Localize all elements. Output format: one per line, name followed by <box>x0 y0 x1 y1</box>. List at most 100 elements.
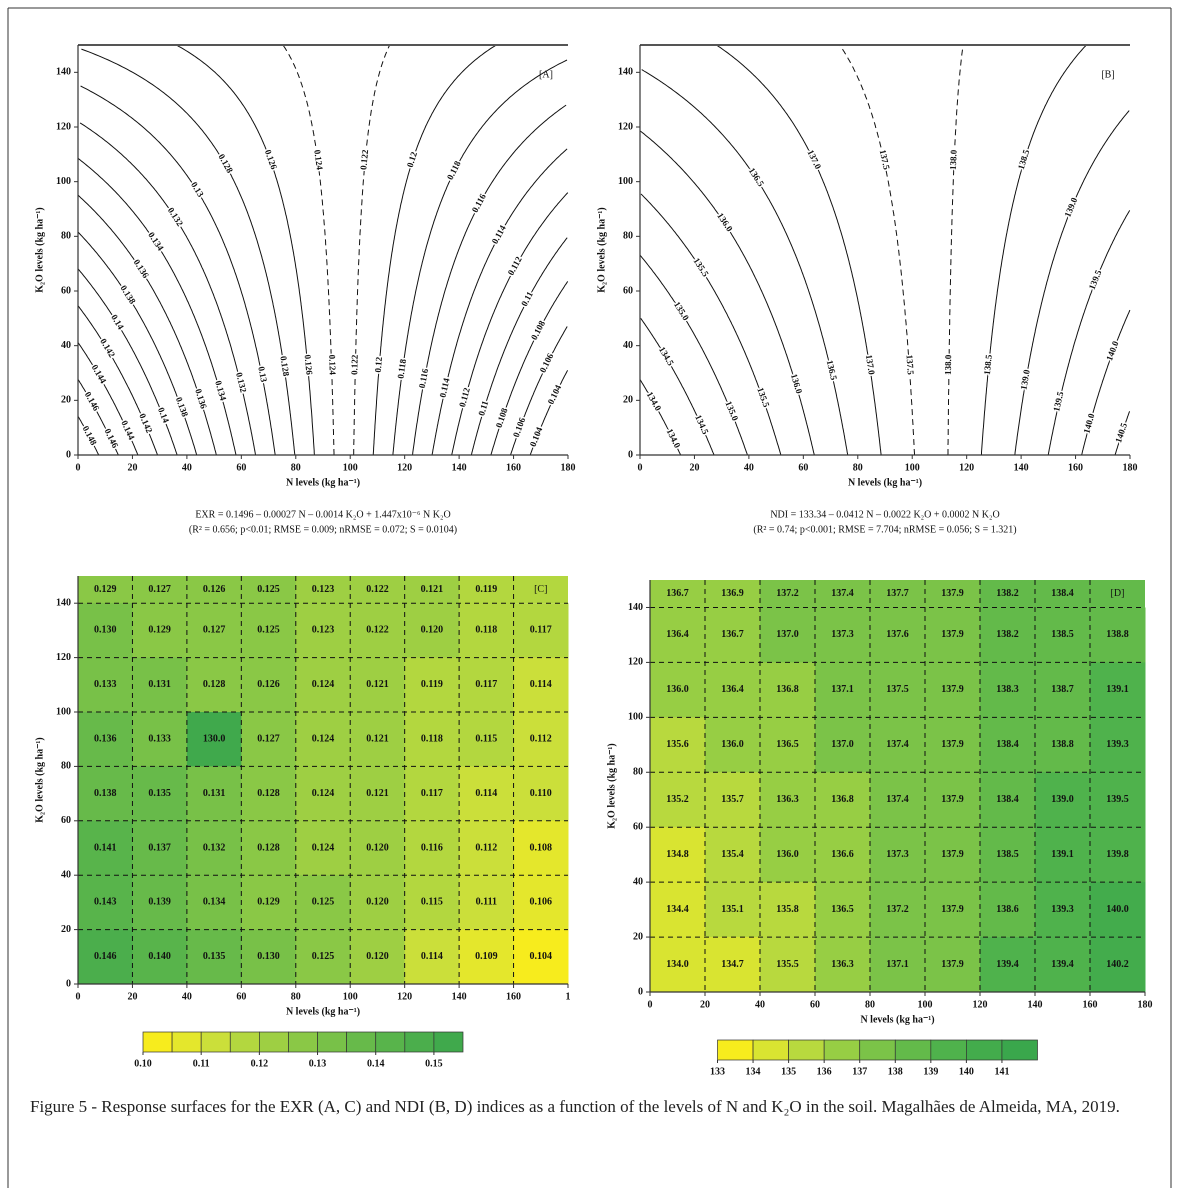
contour-label: 136.0 <box>715 211 735 234</box>
contour-label: 0.136 <box>193 388 209 411</box>
heat-cell <box>980 937 1036 993</box>
contour-label: 138.5 <box>982 354 994 376</box>
cell-value: 0.116 <box>421 842 443 853</box>
x-tick-label: 140 <box>1028 999 1043 1010</box>
cell-value: 0.127 <box>203 625 226 636</box>
x-tick-label: 100 <box>918 999 933 1010</box>
heat-cell <box>186 603 242 659</box>
heat-cell <box>78 603 133 659</box>
y-tick-label: 80 <box>623 231 633 242</box>
contour-label: 0.104 <box>528 425 545 448</box>
colorbar-box <box>788 1039 825 1061</box>
heat-cell <box>705 662 761 718</box>
y-tick-label: 100 <box>618 176 633 187</box>
heat-cell <box>186 929 242 985</box>
heat-cell <box>815 882 871 938</box>
cell-value: 136.4 <box>666 629 689 640</box>
heat-cell <box>705 772 761 828</box>
heat-cell <box>295 820 351 876</box>
caption: Figure 5 - Response surfaces for the EXR… <box>30 1097 1120 1116</box>
x-tick-label: 120 <box>397 462 412 473</box>
contour-label: 0.108 <box>529 318 547 341</box>
y-tick-label: 140 <box>56 597 71 608</box>
contour-label: 0.122 <box>349 354 360 375</box>
y-tick-label: 60 <box>61 285 71 296</box>
contour-label: 0.106 <box>511 416 528 439</box>
cell-value: 0.135 <box>203 951 226 962</box>
cell-value: 0.124 <box>312 733 335 744</box>
colorbar-label: 0.13 <box>309 1058 327 1069</box>
cell-value: 134.4 <box>666 904 689 915</box>
contour-line <box>451 192 569 456</box>
heat-cell <box>760 580 816 608</box>
cell-value: 0.128 <box>203 679 226 690</box>
heat-cell <box>870 662 926 718</box>
cell-value: 0.109 <box>475 951 498 962</box>
cell-value: 0.121 <box>366 679 389 690</box>
cell-value: 139.8 <box>1106 849 1129 860</box>
heat-cell <box>513 929 569 985</box>
heat-cell <box>295 576 351 604</box>
heat-cell <box>404 603 460 659</box>
cell-value: 137.4 <box>831 588 854 599</box>
contour-line <box>980 44 1087 456</box>
heat-cell <box>815 580 871 608</box>
colorbar-box <box>288 1031 318 1053</box>
cell-value: 0.114 <box>421 951 443 962</box>
contour-line <box>641 69 849 456</box>
cell-value: 137.2 <box>886 904 909 915</box>
cell-value: 136.6 <box>831 849 854 860</box>
contour-line <box>77 158 237 456</box>
heat-cell <box>459 929 515 985</box>
heat-cell <box>760 772 816 828</box>
contour-line <box>431 148 568 456</box>
cell-value: 136.0 <box>776 849 799 860</box>
cell-value: 136.9 <box>721 588 744 599</box>
heat-cell <box>650 937 706 993</box>
heat-cell <box>980 772 1036 828</box>
contour-label: 0.126 <box>263 148 279 171</box>
cell-value: 134.0 <box>666 959 689 970</box>
colorbar-label: 140 <box>959 1066 974 1077</box>
cell-value: 137.9 <box>941 959 964 970</box>
cell-value: 139.1 <box>1106 684 1129 695</box>
heat-cell <box>241 820 297 876</box>
cell-value: 138.3 <box>996 684 1019 695</box>
heat-cell <box>705 937 761 993</box>
heat-cell <box>241 576 297 604</box>
heat-cell <box>350 712 406 767</box>
cell-value: 0.111 <box>476 897 497 908</box>
heat-cell <box>459 603 515 659</box>
x-tick-label: 80 <box>291 991 301 1002</box>
cell-value: 138.2 <box>996 629 1019 640</box>
cell-value: 0.121 <box>366 733 389 744</box>
cell-value: 0.137 <box>148 842 171 853</box>
cell-value: 137.1 <box>831 684 854 695</box>
x-tick-label: 80 <box>853 462 863 473</box>
y-tick-label: 40 <box>633 876 643 887</box>
contour-label: 0.144 <box>90 363 109 386</box>
cell-value: 137.0 <box>776 629 799 640</box>
contour-label: 0.138 <box>174 396 190 419</box>
cell-value: 0.126 <box>203 584 226 595</box>
contour-line <box>77 268 178 456</box>
contour-line <box>639 255 748 456</box>
panel-label: [B] <box>1101 69 1114 80</box>
cell-value: 0.129 <box>257 897 280 908</box>
cell-value: 0.104 <box>530 951 553 962</box>
cell-value: 135.4 <box>721 849 744 860</box>
cell-value: 0.124 <box>312 679 335 690</box>
colorbar-box <box>966 1039 1003 1061</box>
contour-line <box>1047 210 1131 456</box>
cell-value: 137.1 <box>886 959 909 970</box>
heat-cell <box>705 580 761 608</box>
heat-cell <box>186 712 242 767</box>
colorbar-label: 0.10 <box>134 1058 152 1069</box>
cell-value: 138.2 <box>996 588 1019 599</box>
cell-value: 138.4 <box>1051 588 1074 599</box>
colorbar-box <box>859 1039 896 1061</box>
y-tick-label: 140 <box>628 602 643 613</box>
heat-cell <box>404 712 460 767</box>
heat-cell <box>870 827 926 883</box>
cell-value: 0.136 <box>94 733 117 744</box>
